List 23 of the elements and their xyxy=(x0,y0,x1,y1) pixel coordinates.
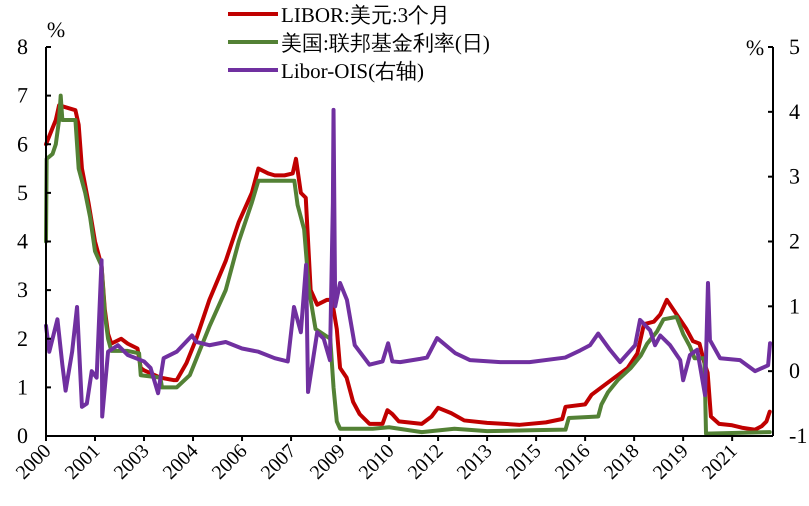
y-tick-label: 2 xyxy=(17,326,28,351)
y2-tick-label: 2 xyxy=(789,228,800,254)
y2-axis-title: % xyxy=(746,35,764,60)
x-tick-label: 2021 xyxy=(698,440,742,484)
y-tick-label: 4 xyxy=(17,228,28,254)
y-tick-label: 1 xyxy=(17,374,28,400)
y-tick-label: 3 xyxy=(17,277,28,302)
y-tick-label: 7 xyxy=(17,82,28,108)
y2-tick-label: 5 xyxy=(789,34,800,59)
y-tick-label: 8 xyxy=(17,34,28,59)
legend-label: LIBOR:美元:3个月 xyxy=(281,3,450,27)
x-tick-label: 2001 xyxy=(60,440,105,484)
y2-tick-label: -1 xyxy=(789,423,808,448)
y2-tick-label: 4 xyxy=(789,98,800,124)
y-tick-label: 0 xyxy=(17,423,28,448)
y2-tick-label: 3 xyxy=(789,164,800,189)
y2-tick-label: 1 xyxy=(789,293,800,318)
y-axis-title: % xyxy=(46,17,66,42)
legend-label: Libor-OIS(右轴) xyxy=(281,59,424,83)
y-tick-label: 5 xyxy=(17,180,28,205)
y-tick-label: 6 xyxy=(17,131,28,156)
y2-tick-label: 0 xyxy=(789,358,800,384)
legend-label: 美国:联邦基金利率(日) xyxy=(281,31,490,55)
